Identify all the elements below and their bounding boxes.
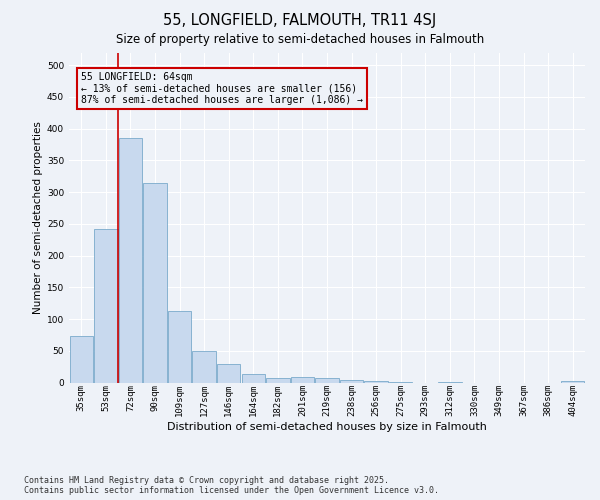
Bar [143, 183, 167, 382]
Bar [561, 380, 584, 382]
Y-axis label: Number of semi-detached properties: Number of semi-detached properties [33, 121, 43, 314]
Text: Contains HM Land Registry data © Crown copyright and database right 2025.
Contai: Contains HM Land Registry data © Crown c… [24, 476, 439, 495]
Bar [316, 378, 338, 382]
Text: 55 LONGFIELD: 64sqm
← 13% of semi-detached houses are smaller (156)
87% of semi-: 55 LONGFIELD: 64sqm ← 13% of semi-detach… [81, 72, 363, 104]
Text: 55, LONGFIELD, FALMOUTH, TR11 4SJ: 55, LONGFIELD, FALMOUTH, TR11 4SJ [163, 12, 437, 28]
Bar [266, 378, 290, 382]
Bar [193, 351, 216, 382]
Bar [70, 336, 93, 382]
Bar [119, 138, 142, 382]
Text: Size of property relative to semi-detached houses in Falmouth: Size of property relative to semi-detach… [116, 32, 484, 46]
Bar [364, 381, 388, 382]
Bar [242, 374, 265, 382]
Bar [291, 378, 314, 382]
Bar [168, 311, 191, 382]
Bar [340, 380, 363, 382]
Bar [94, 229, 118, 382]
X-axis label: Distribution of semi-detached houses by size in Falmouth: Distribution of semi-detached houses by … [167, 422, 487, 432]
Bar [217, 364, 241, 382]
